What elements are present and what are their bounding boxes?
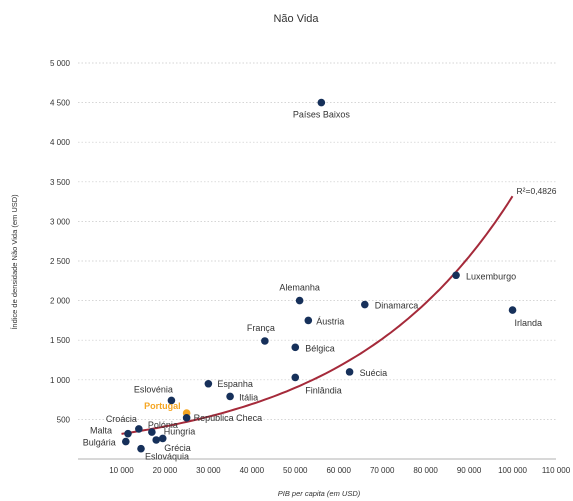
data-point: [361, 300, 369, 309]
data-point: [158, 434, 167, 443]
point-label: Malta: [90, 426, 112, 436]
point-label: Irlanda: [515, 318, 543, 328]
point-label: Suécia: [360, 368, 388, 378]
data-point: [291, 343, 300, 352]
data-point: [122, 437, 130, 446]
data-point: [261, 337, 269, 345]
y-tick-label: 2 000: [50, 297, 71, 306]
point-label: Bélgica: [305, 343, 335, 353]
data-point: [167, 396, 176, 405]
data-point: [137, 444, 145, 453]
data-point: [452, 271, 460, 280]
data-point: [204, 379, 213, 388]
point-label: Eslovénia: [134, 384, 173, 394]
data-point: [148, 428, 156, 436]
x-axis-title: PIB per capita (em USD): [278, 489, 361, 498]
x-tick-label: 80 000: [413, 466, 438, 475]
point-label: Alemanha: [279, 283, 320, 293]
y-tick-label: 1 500: [50, 336, 71, 345]
y-tick-label: 2 500: [50, 257, 71, 266]
x-tick-label: 50 000: [283, 466, 308, 475]
x-tick-label: 20 000: [153, 466, 178, 475]
y-tick-label: 4 500: [50, 99, 71, 108]
data-point: [304, 316, 313, 325]
y-tick-label: 4 000: [50, 138, 71, 147]
y-tick-label: 1 000: [50, 376, 71, 385]
x-tick-label: 30 000: [196, 466, 221, 475]
x-tick-label: 90 000: [457, 466, 482, 475]
data-point: [135, 425, 143, 433]
point-label: Polónia: [148, 420, 178, 430]
y-tick-label: 3 000: [50, 217, 71, 226]
data-point: [226, 392, 234, 401]
x-tick-labels: 10 000 20 000 30 000 40 000 50 000 60 000 70 0…: [109, 466, 570, 475]
trendline: [121, 195, 514, 435]
point-label: França: [247, 323, 275, 333]
point-label: Áustria: [316, 316, 344, 326]
x-tick-label: 10 000: [109, 466, 134, 475]
y-tick-labels: 500 1 000 1 500 2 000 2 500 3 000 3 500 4 000 4 …: [50, 59, 71, 424]
x-tick-label: 40 000: [240, 466, 265, 475]
y-tick-label: 3 500: [50, 178, 71, 187]
point-label: República Checa: [194, 413, 263, 423]
x-tick-label: 70 000: [370, 466, 395, 475]
point-label: Dinamarca: [375, 301, 419, 311]
gridlines: [78, 62, 556, 420]
point-label: Grécia: [164, 443, 191, 453]
point-label: Portugal: [144, 401, 181, 411]
trendline-r2-label: R²=0,4826: [517, 186, 557, 196]
chart-title: Não Vida: [273, 13, 319, 25]
y-tick-label: 5 000: [50, 59, 71, 68]
data-point: [124, 429, 132, 438]
point-label: Finlândia: [305, 385, 342, 395]
x-tick-label: 60 000: [326, 466, 351, 475]
point-label: Eslováquia: [145, 452, 189, 462]
point-labels: Países Baixos Luxemburgo Irlanda Alemanha Di…: [83, 110, 542, 462]
data-point: [182, 414, 191, 422]
point-label: Itália: [239, 392, 258, 402]
point-label: Hungria: [164, 426, 196, 436]
data-point: [317, 98, 326, 107]
x-tick-label: 100 000: [498, 466, 527, 475]
point-label: Espanha: [217, 379, 253, 389]
point-label: Bulgária: [83, 438, 116, 448]
point-label: Luxemburgo: [466, 271, 516, 281]
data-point: [291, 373, 300, 382]
data-point: [295, 296, 304, 305]
y-axis-title: Índice de densidade Não Vida (em USD): [10, 194, 19, 330]
point-label: Países Baixos: [293, 110, 351, 120]
data-point: [508, 306, 517, 314]
point-label: Croácia: [106, 414, 137, 424]
data-points: [122, 98, 517, 453]
y-tick-label: 500: [57, 415, 71, 424]
data-point: [152, 436, 161, 444]
data-point: [345, 368, 354, 376]
x-tick-label: 110 000: [542, 466, 571, 475]
